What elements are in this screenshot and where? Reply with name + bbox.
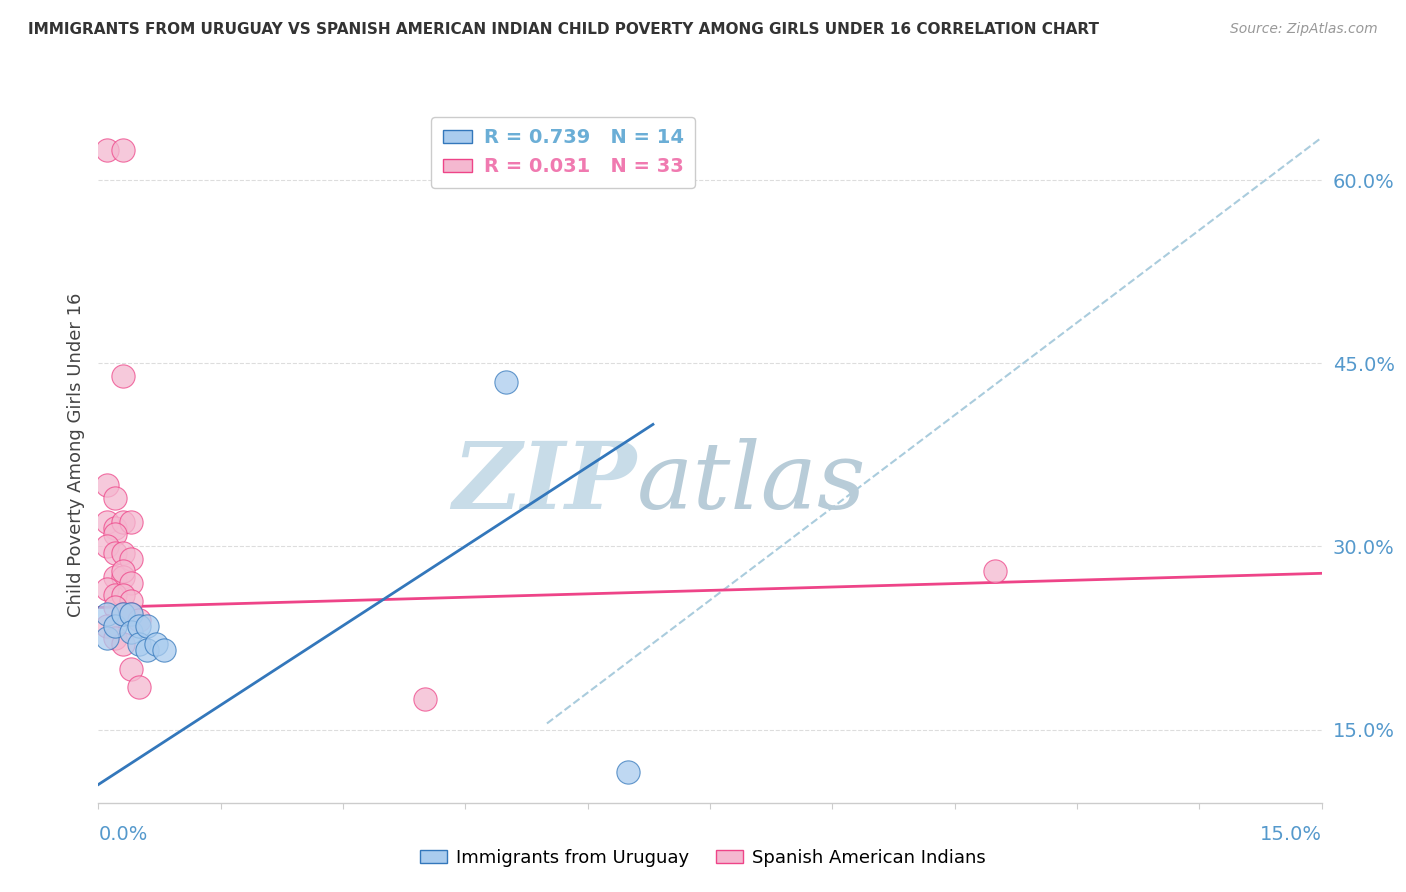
Point [96, 582, 118, 597]
Text: 15.0%: 15.0% [1260, 825, 1322, 844]
Point [104, 631, 127, 645]
Point [120, 576, 142, 591]
Y-axis label: Child Poverty Among Girls Under 16: Child Poverty Among Girls Under 16 [66, 293, 84, 617]
Point [96, 607, 118, 621]
Legend: Immigrants from Uruguay, Spanish American Indians: Immigrants from Uruguay, Spanish America… [413, 842, 993, 874]
Legend: R = 0.739   N = 14, R = 0.031   N = 33: R = 0.739 N = 14, R = 0.031 N = 33 [432, 117, 696, 188]
Point [111, 515, 134, 529]
Point [495, 375, 517, 389]
Point [120, 624, 142, 639]
Point [104, 619, 127, 633]
Point [128, 613, 150, 627]
Point [104, 527, 127, 541]
Point [128, 680, 150, 694]
Point [96, 540, 118, 554]
Point [136, 619, 159, 633]
Point [136, 643, 159, 657]
Point [104, 588, 127, 602]
Point [111, 368, 134, 383]
Point [104, 570, 127, 584]
Point [96, 631, 118, 645]
Point [111, 143, 134, 157]
Point [111, 637, 134, 651]
Point [413, 692, 436, 706]
Point [152, 643, 174, 657]
Point [111, 607, 134, 621]
Point [96, 515, 118, 529]
Point [104, 600, 127, 615]
Point [104, 491, 127, 505]
Point [111, 570, 134, 584]
Text: atlas: atlas [637, 438, 866, 528]
Point [96, 619, 118, 633]
Point [128, 637, 150, 651]
Point [120, 607, 142, 621]
Point [111, 545, 134, 559]
Text: 0.0%: 0.0% [98, 825, 148, 844]
Point [111, 607, 134, 621]
Point [120, 551, 142, 566]
Point [104, 521, 127, 535]
Point [111, 588, 134, 602]
Text: ZIP: ZIP [453, 438, 637, 528]
Point [111, 564, 134, 578]
Point [145, 637, 167, 651]
Point [984, 564, 1007, 578]
Point [617, 765, 640, 780]
Text: Source: ZipAtlas.com: Source: ZipAtlas.com [1230, 22, 1378, 37]
Text: IMMIGRANTS FROM URUGUAY VS SPANISH AMERICAN INDIAN CHILD POVERTY AMONG GIRLS UND: IMMIGRANTS FROM URUGUAY VS SPANISH AMERI… [28, 22, 1099, 37]
Point [120, 594, 142, 608]
Point [96, 143, 118, 157]
Point [120, 661, 142, 675]
Point [104, 545, 127, 559]
Point [128, 619, 150, 633]
Point [120, 515, 142, 529]
Point [120, 607, 142, 621]
Point [96, 478, 118, 492]
